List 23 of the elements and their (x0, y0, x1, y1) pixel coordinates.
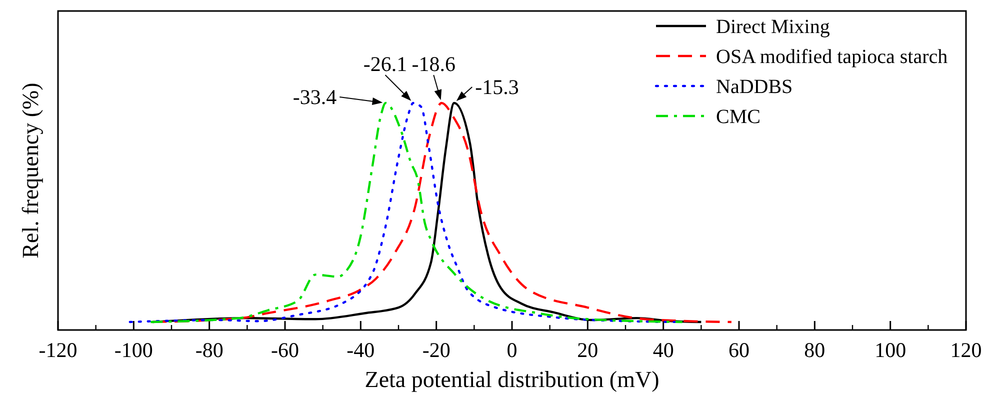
x-tick-label: 0 (506, 338, 518, 362)
annotation: -18.6 (412, 52, 456, 76)
x-tick-label: 120 (950, 338, 982, 362)
x-tick-label: 60 (728, 338, 750, 362)
x-tick-label: -60 (271, 338, 299, 362)
legend-label: OSA modified tapioca starch (716, 46, 948, 68)
annotation: -15.3 (475, 75, 519, 99)
y-axis-title: Rel. frequency (%) (18, 82, 43, 258)
x-tick-label: 40 (652, 338, 674, 362)
annotation: -33.4 (292, 85, 338, 109)
x-tick-label: 80 (804, 338, 826, 362)
legend-label: CMC (716, 106, 760, 128)
x-tick-label: 20 (577, 338, 598, 362)
x-axis-title: Zeta potential distribution (mV) (364, 367, 660, 392)
x-tick-label: -40 (346, 338, 375, 362)
x-tick-label: -80 (195, 338, 224, 362)
x-tick-label: -100 (114, 338, 153, 362)
x-tick-label: 100 (874, 338, 906, 362)
x-tick-label: -20 (422, 338, 450, 362)
legend-label: Direct Mixing (716, 16, 830, 38)
legend-label: NaDDBS (716, 76, 793, 98)
annotation: -26.1 (363, 52, 408, 76)
x-tick-label: -120 (38, 338, 78, 362)
